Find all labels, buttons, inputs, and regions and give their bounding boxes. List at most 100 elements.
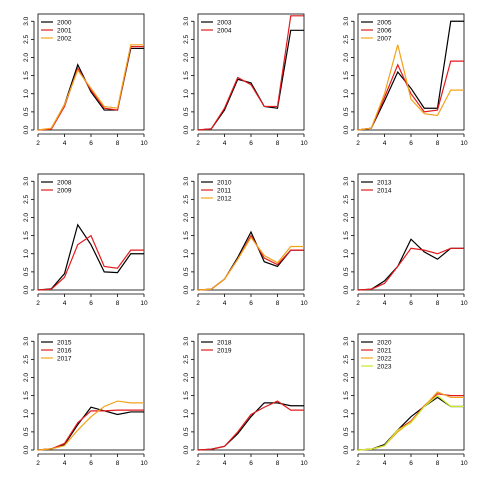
y-tick-label: 1.5 [183, 71, 190, 80]
y-tick-label: 2.0 [183, 373, 190, 382]
y-tick-label: 2.5 [23, 354, 30, 363]
y-tick-label: 2.0 [343, 373, 350, 382]
y-tick-label: 0.0 [23, 125, 30, 134]
x-tick-label: 6 [409, 140, 413, 147]
series-line-2023 [357, 394, 464, 451]
legend-label-2018: 2018 [217, 339, 232, 346]
x-tick-label: 4 [63, 300, 67, 307]
legend-label-2000: 2000 [57, 19, 72, 26]
y-tick-label: 1.0 [183, 409, 190, 418]
y-tick-label: 0.0 [23, 285, 30, 294]
legend-label-2008: 2008 [57, 179, 72, 186]
y-tick-label: 3.0 [343, 176, 350, 185]
y-tick-label: 2.0 [23, 373, 30, 382]
y-tick-label: 0.5 [23, 107, 30, 116]
y-tick-label: 0.0 [23, 445, 30, 454]
legend-label-2002: 2002 [57, 35, 72, 42]
x-tick-label: 4 [223, 300, 227, 307]
x-tick-label: 8 [436, 300, 440, 307]
y-tick-label: 2.5 [343, 354, 350, 363]
y-tick-label: 2.5 [23, 194, 30, 203]
x-tick-label: 8 [276, 460, 280, 467]
y-tick-label: 2.5 [343, 34, 350, 43]
plot-frame [357, 333, 465, 451]
y-tick-label: 1.0 [23, 89, 30, 98]
x-tick-label: 10 [300, 460, 308, 467]
series-line-2009 [37, 234, 144, 291]
legend-label-2010: 2010 [217, 179, 232, 186]
y-tick-label: 1.0 [343, 249, 350, 258]
y-tick-label: 2.5 [183, 34, 190, 43]
x-tick-label: 6 [89, 460, 93, 467]
legend-label-2007: 2007 [377, 35, 392, 42]
legend-label-2017: 2017 [57, 355, 72, 362]
plot-frame [37, 173, 145, 291]
y-tick-label: 2.0 [23, 53, 30, 62]
y-tick-label: 0.5 [343, 107, 350, 116]
x-tick-label: 10 [460, 300, 468, 307]
x-tick-label: 10 [140, 460, 148, 467]
y-tick-label: 1.0 [183, 249, 190, 258]
x-tick-label: 8 [436, 460, 440, 467]
y-tick-label: 3.0 [183, 16, 190, 25]
series-line-2011 [197, 234, 304, 291]
x-tick-label: 2 [196, 460, 200, 467]
y-tick-label: 3.0 [343, 336, 350, 345]
x-tick-label: 6 [409, 460, 413, 467]
x-tick-label: 4 [383, 300, 387, 307]
series-line-2012 [197, 236, 304, 291]
legend-label-2006: 2006 [377, 27, 392, 34]
series-line-2003 [197, 29, 304, 131]
x-tick-label: 6 [249, 460, 253, 467]
series-line-2015 [37, 406, 144, 451]
x-tick-label: 2 [356, 460, 360, 467]
x-tick-label: 10 [140, 300, 148, 307]
series-line-2018 [197, 402, 304, 451]
legend-label-2023: 2023 [377, 363, 392, 370]
y-tick-label: 0.0 [343, 125, 350, 134]
x-tick-label: 4 [383, 140, 387, 147]
series-line-2014 [357, 247, 464, 291]
y-tick-label: 3.0 [23, 16, 30, 25]
y-tick-label: 1.5 [343, 391, 350, 400]
x-tick-label: 4 [223, 460, 227, 467]
legend-label-2001: 2001 [57, 27, 72, 34]
y-tick-label: 2.5 [183, 194, 190, 203]
y-tick-label: 1.5 [23, 71, 30, 80]
y-tick-label: 1.5 [343, 71, 350, 80]
plot-frame [197, 333, 305, 451]
x-tick-label: 4 [63, 460, 67, 467]
x-tick-label: 2 [196, 300, 200, 307]
x-tick-label: 2 [36, 140, 40, 147]
x-tick-label: 6 [249, 300, 253, 307]
x-tick-label: 2 [356, 140, 360, 147]
x-tick-label: 2 [196, 140, 200, 147]
y-tick-label: 3.0 [23, 176, 30, 185]
legend-label-2009: 2009 [57, 187, 72, 194]
x-tick-label: 4 [223, 140, 227, 147]
y-tick-label: 1.5 [183, 391, 190, 400]
x-tick-label: 10 [300, 140, 308, 147]
y-tick-label: 0.5 [183, 107, 190, 116]
y-tick-label: 2.0 [23, 213, 30, 222]
legend-label-2014: 2014 [377, 187, 392, 194]
y-tick-label: 2.0 [183, 53, 190, 62]
x-tick-label: 8 [116, 300, 120, 307]
legend-label-2022: 2022 [377, 355, 392, 362]
legend-label-2016: 2016 [57, 347, 72, 354]
x-tick-label: 6 [409, 300, 413, 307]
y-tick-label: 1.5 [183, 231, 190, 240]
x-tick-label: 2 [356, 300, 360, 307]
legend-label-2020: 2020 [377, 339, 392, 346]
series-line-2007 [357, 44, 464, 131]
y-tick-label: 2.5 [343, 194, 350, 203]
x-tick-label: 6 [89, 300, 93, 307]
x-tick-label: 8 [276, 300, 280, 307]
y-tick-label: 0.5 [343, 427, 350, 436]
x-tick-label: 4 [63, 140, 67, 147]
x-tick-label: 6 [249, 140, 253, 147]
